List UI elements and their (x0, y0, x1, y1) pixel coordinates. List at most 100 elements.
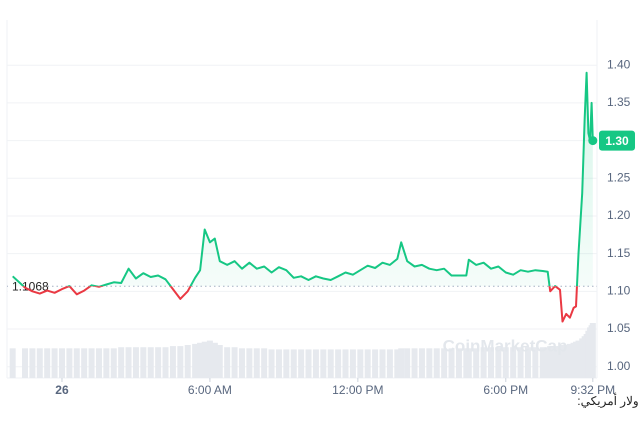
volume-bar (552, 346, 559, 378)
y-tick-label: 1.05 (607, 321, 631, 335)
volume-bar (502, 347, 509, 378)
volume-bar (162, 347, 169, 378)
volume-bar (66, 348, 73, 378)
volume-bar (441, 348, 448, 378)
volume-bar (418, 348, 425, 378)
volume-bar (140, 347, 147, 378)
volume-bar (29, 348, 36, 378)
y-tick-label: 1.15 (607, 246, 631, 260)
x-tick-label: 9:32 PM (570, 383, 615, 397)
volume-bar (559, 345, 566, 378)
volume-bar (312, 349, 319, 378)
volume-bar (95, 348, 102, 378)
volume-bar (327, 349, 334, 378)
volume-bar (517, 347, 524, 378)
y-tick-label: 1.10 (607, 283, 631, 297)
volume-bar (197, 342, 204, 378)
volume-bar (211, 342, 218, 378)
y-tick-label: 1.00 (607, 359, 631, 373)
volume-bar (455, 348, 462, 378)
volume-bar (404, 348, 411, 378)
volume-bar (532, 347, 539, 378)
volume-bar (9, 348, 16, 378)
currency-label: ولار أمريكي: (577, 393, 638, 408)
watermark: CoinMarketCap (443, 336, 568, 355)
volume-bar (88, 348, 95, 378)
volume-bar (480, 347, 487, 378)
volume-bar (372, 349, 379, 378)
price-line-down (21, 286, 578, 323)
y-tick-label: 1.20 (607, 208, 631, 222)
volume-bar (386, 349, 393, 378)
volume-bar (261, 348, 268, 378)
price-badge (599, 130, 635, 151)
volume-bar (524, 347, 531, 378)
volume-bar (342, 349, 349, 378)
volume-bar (335, 349, 342, 378)
volume-bar (73, 348, 80, 378)
volume-bar (238, 348, 245, 378)
volume-bar (147, 347, 154, 378)
y-tick-label: 1.40 (607, 57, 631, 71)
volume-bar (448, 348, 455, 378)
volume-bar (246, 348, 253, 378)
volume-bar (349, 349, 356, 378)
volume-bar (169, 346, 176, 378)
volume-bar (201, 341, 208, 378)
x-tick-label: 26 (55, 383, 69, 397)
volume-bar (398, 348, 405, 378)
volume-bar (411, 348, 418, 378)
volume-bar (21, 348, 28, 378)
volume-bar (177, 346, 184, 378)
volume-bar (36, 348, 43, 378)
volume-bar (465, 348, 472, 378)
price-line-up (12, 71, 594, 287)
volume-bar (539, 347, 546, 378)
volume-bar (566, 343, 573, 378)
volume-bar (103, 348, 110, 378)
volume-bar (110, 348, 117, 378)
volume-bar (184, 345, 191, 378)
volume-bar (563, 345, 570, 378)
volume-bar (81, 348, 88, 378)
volume-bar (155, 347, 162, 378)
volume-bar (192, 343, 199, 378)
volume-bar (473, 348, 480, 378)
volume-bar (253, 348, 260, 378)
volume-bar (58, 348, 65, 378)
volume-bar (495, 347, 502, 378)
y-tick-label: 1.35 (607, 95, 631, 109)
volume-bar (320, 349, 327, 378)
volume-bar (547, 346, 554, 378)
x-tick-label: 12:00 PM (332, 383, 383, 397)
volume-bar (357, 349, 364, 378)
volume-bar (231, 347, 238, 378)
volume-bar (268, 349, 275, 378)
volume-bar (132, 347, 139, 378)
volume-bar (433, 348, 440, 378)
area (12, 72, 593, 287)
volume-bar (125, 347, 132, 378)
y-tick-label: 1.25 (607, 170, 631, 184)
volume-bar (298, 349, 305, 378)
volume-bar (224, 347, 231, 378)
volume-bar (290, 349, 297, 378)
x-tick-label: 6:00 AM (188, 383, 232, 397)
volume-bar (44, 348, 51, 378)
volume-bar (275, 349, 282, 378)
volume-bar (51, 348, 58, 378)
volume-bar (118, 347, 125, 378)
volume-bar (589, 323, 596, 378)
price-badge-label: 1.30 (605, 134, 629, 148)
volume-bar (283, 349, 290, 378)
x-tick-label: 6:00 PM (483, 383, 528, 397)
volume-bar (510, 347, 517, 378)
volume-bar (216, 345, 223, 378)
volume-bar (379, 349, 386, 378)
volume-bar (364, 349, 371, 378)
volume-bar (575, 340, 582, 378)
volume-bar (426, 348, 433, 378)
last-point (588, 136, 598, 146)
volume-bar (206, 340, 213, 378)
